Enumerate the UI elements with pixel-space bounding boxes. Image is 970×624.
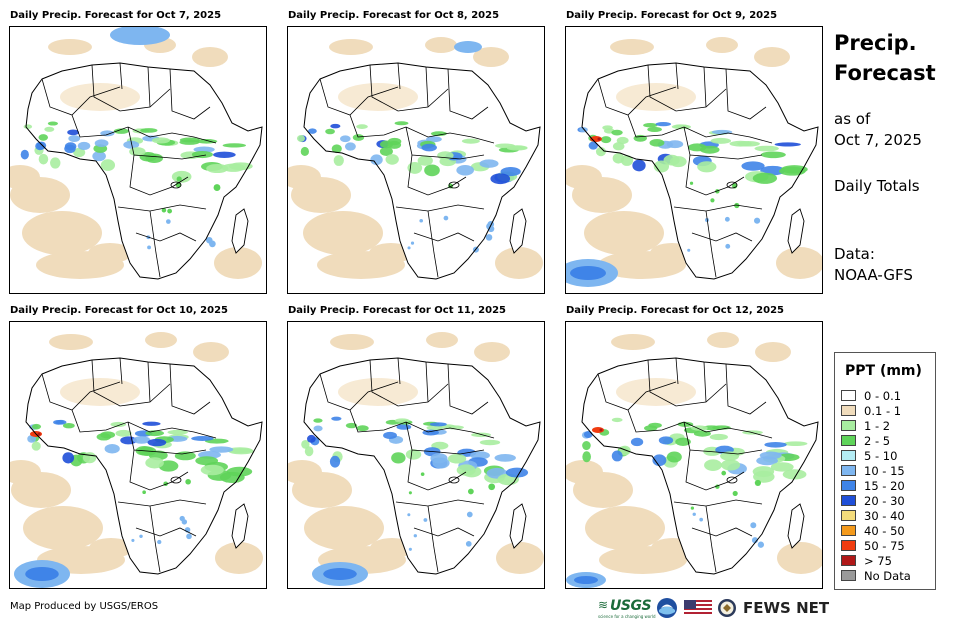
legend-item: 40 - 50 [841,523,905,538]
fews-net-wordmark: FEWS NET [743,599,830,617]
legend-label: 40 - 50 [864,523,905,538]
us-flag-icon [684,600,712,616]
legend-swatch [841,525,856,536]
legend-swatch [841,540,856,551]
legend-label: 5 - 10 [864,448,898,463]
africa-map-1 [10,27,266,293]
usgs-wave-icon: ≋ [598,598,609,612]
panel-4-title: Daily Precip. Forecast for Oct 10, 2025 [10,305,228,316]
data-source: NOAA-GFS [834,266,913,284]
agency-logos: ≋ USGS science for a changing world FEWS… [598,596,829,620]
as-of-label: as of [834,110,871,128]
as-of-date: Oct 7, 2025 [834,131,922,149]
legend-swatch [841,480,856,491]
usgs-wordmark: USGS [610,598,652,614]
legend-title: PPT (mm) [845,363,922,379]
africa-map-3 [566,27,822,293]
legend-label: 15 - 20 [864,478,905,493]
map-panel-1 [9,26,267,294]
legend-swatch [841,465,856,476]
data-label: Data: [834,245,875,263]
legend-swatch [841,420,856,431]
legend-swatch [841,570,856,581]
legend-label: 50 - 75 [864,538,905,553]
africa-map-4 [10,322,266,588]
legend-item: 2 - 5 [841,433,890,448]
legend-item: 0 - 0.1 [841,388,901,403]
legend-label: No Data [864,568,911,583]
africa-map-5 [288,322,544,588]
legend-label: 1 - 2 [864,418,891,433]
panel-2-title: Daily Precip. Forecast for Oct 8, 2025 [288,10,500,21]
legend-item: 15 - 20 [841,478,905,493]
africa-map-6 [566,322,822,588]
legend-item: 1 - 2 [841,418,890,433]
legend-item: > 75 [841,553,892,568]
state-dept-seal-icon [718,599,736,617]
panel-3-title: Daily Precip. Forecast for Oct 9, 2025 [566,10,778,21]
map-panel-3 [565,26,823,294]
legend-label: 0 - 0.1 [864,388,902,403]
legend-label: 10 - 15 [864,463,905,478]
legend-item: 50 - 75 [841,538,905,553]
map-panel-6 [565,321,823,589]
legend-swatch [841,555,856,566]
africa-map-2 [288,27,544,293]
legend-item: No Data [841,568,911,583]
legend-item: 10 - 15 [841,463,905,478]
forecast-title: Precip. Forecast [834,28,936,88]
legend-swatch [841,435,856,446]
legend-swatch [841,495,856,506]
map-panel-5 [287,321,545,589]
map-panel-2 [287,26,545,294]
legend-item: 5 - 10 [841,448,897,463]
forecast-title-line1: Precip. [834,31,917,55]
legend-swatch [841,510,856,521]
legend-label: 30 - 40 [864,508,905,523]
legend-label: 0.1 - 1 [864,403,902,418]
legend-swatch [841,450,856,461]
map-panel-4 [9,321,267,589]
noaa-logo-icon [657,598,677,618]
legend-label: 20 - 30 [864,493,905,508]
legend-swatch [841,390,856,401]
panel-5-title: Daily Precip. Forecast for Oct 11, 2025 [288,305,506,316]
forecast-title-line2: Forecast [834,61,936,85]
legend-item: 20 - 30 [841,493,905,508]
panel-1-title: Daily Precip. Forecast for Oct 7, 2025 [10,10,222,21]
period-label: Daily Totals [834,177,920,195]
legend-label: > 75 [864,553,892,568]
panel-6-title: Daily Precip. Forecast for Oct 12, 2025 [566,305,784,316]
legend-swatch [841,405,856,416]
usgs-tagline: science for a changing world [598,614,656,619]
legend-item: 30 - 40 [841,508,905,523]
legend: PPT (mm) 0 - 0.1 0.1 - 1 1 - 2 2 - 5 5 -… [834,352,936,590]
usgs-logo: ≋ USGS science for a changing world [598,596,656,620]
legend-label: 2 - 5 [864,433,891,448]
map-credit: Map Produced by USGS/EROS [10,601,159,612]
legend-item: 0.1 - 1 [841,403,901,418]
